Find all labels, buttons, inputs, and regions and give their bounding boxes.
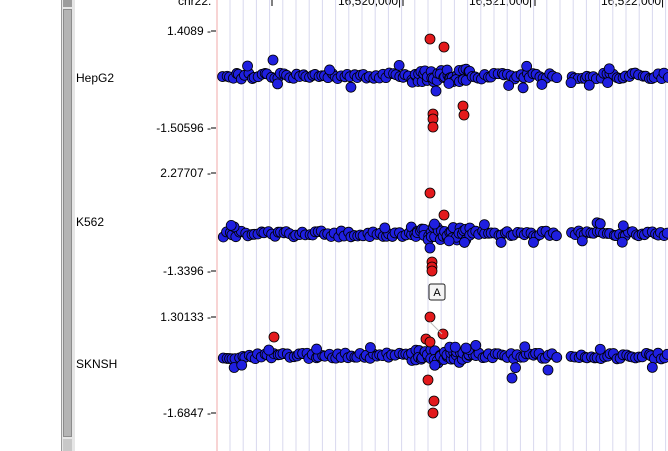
highlight-point bbox=[437, 328, 449, 340]
data-point bbox=[345, 81, 357, 93]
ruler-position-3: 16,522,000| bbox=[601, 0, 665, 8]
data-point bbox=[662, 72, 668, 83]
data-point bbox=[478, 219, 490, 230]
ruler-chrom-label: chr22: bbox=[178, 0, 212, 8]
ruler-position-1: 16,520,000| bbox=[338, 0, 402, 8]
track-drag-handle[interactable] bbox=[63, 9, 72, 437]
side-bar-bottom-segment[interactable] bbox=[63, 439, 72, 451]
hepg2-y-min: -1.50596 - bbox=[156, 121, 211, 135]
data-point bbox=[551, 72, 563, 84]
highlight-point bbox=[424, 33, 436, 45]
data-point bbox=[517, 82, 529, 94]
data-point bbox=[519, 341, 531, 353]
annotation-marker[interactable]: A bbox=[428, 283, 446, 301]
data-point bbox=[443, 78, 455, 89]
data-point bbox=[267, 54, 279, 66]
data-point bbox=[242, 60, 253, 72]
data-point bbox=[594, 343, 606, 355]
highlight-point bbox=[268, 331, 280, 343]
data-point bbox=[521, 60, 533, 72]
highlight-point bbox=[438, 209, 450, 221]
data-point bbox=[565, 77, 577, 89]
data-point bbox=[528, 236, 539, 248]
ruler-position-2: 16,521,000| bbox=[469, 0, 533, 8]
sknsh-y-min: -1.6847 - bbox=[162, 406, 211, 420]
data-point bbox=[617, 220, 629, 232]
highlight-point bbox=[427, 407, 439, 419]
data-point bbox=[616, 236, 628, 248]
data-point bbox=[583, 79, 595, 91]
data-point bbox=[661, 348, 668, 360]
data-point bbox=[602, 77, 614, 88]
data-point bbox=[443, 235, 455, 247]
data-point bbox=[236, 359, 248, 371]
data-point bbox=[661, 227, 668, 239]
side-bar-top-segment[interactable] bbox=[63, 0, 72, 7]
annotation-label: A bbox=[433, 287, 441, 299]
highlight-point bbox=[424, 311, 436, 323]
highlight-point bbox=[428, 395, 440, 407]
data-point bbox=[495, 237, 507, 248]
highlight-point bbox=[457, 100, 469, 112]
data-point bbox=[430, 85, 442, 97]
data-point bbox=[379, 222, 391, 234]
data-point bbox=[459, 237, 470, 248]
data-point bbox=[470, 339, 482, 351]
data-point bbox=[365, 342, 376, 353]
data-point bbox=[503, 80, 515, 91]
data-point bbox=[460, 342, 472, 354]
data-point bbox=[429, 218, 440, 230]
k562-y-min: -1.3396 - bbox=[162, 264, 211, 278]
annotation-leader bbox=[429, 321, 443, 335]
highlight-point bbox=[458, 109, 470, 121]
sknsh-y-max: 1.30133 - bbox=[160, 310, 211, 324]
highlight-point bbox=[424, 187, 436, 199]
data-point bbox=[272, 78, 283, 90]
data-point bbox=[576, 235, 588, 247]
data-point bbox=[536, 79, 548, 90]
data-point bbox=[225, 219, 237, 231]
data-point bbox=[424, 242, 436, 254]
data-point bbox=[551, 230, 562, 242]
data-point bbox=[506, 372, 518, 384]
data-point bbox=[594, 218, 606, 230]
left-margin bbox=[0, 0, 60, 451]
data-point bbox=[393, 59, 405, 71]
highlight-point bbox=[424, 336, 436, 348]
hepg2-y-max: 1.4089 - bbox=[166, 24, 211, 38]
highlight-point bbox=[426, 265, 438, 277]
track-label-sknsh[interactable]: SKNSH bbox=[76, 357, 118, 371]
data-point bbox=[551, 351, 563, 363]
highlight-point bbox=[427, 121, 439, 133]
data-point bbox=[542, 364, 554, 376]
data-point bbox=[263, 344, 275, 356]
data-point bbox=[646, 361, 658, 373]
data-point bbox=[603, 63, 615, 75]
data-point bbox=[429, 359, 441, 371]
annotation-box[interactable] bbox=[428, 283, 446, 301]
data-point bbox=[449, 341, 461, 353]
k562-y-max: 2.27707 - bbox=[160, 166, 211, 180]
highlight-point bbox=[422, 374, 434, 386]
data-point bbox=[510, 362, 521, 374]
track-label-hepg2[interactable]: HepG2 bbox=[76, 71, 115, 85]
data-point bbox=[324, 64, 335, 76]
highlight-point bbox=[438, 41, 450, 53]
track-label-k562[interactable]: K562 bbox=[76, 215, 105, 229]
data-point bbox=[311, 343, 322, 355]
